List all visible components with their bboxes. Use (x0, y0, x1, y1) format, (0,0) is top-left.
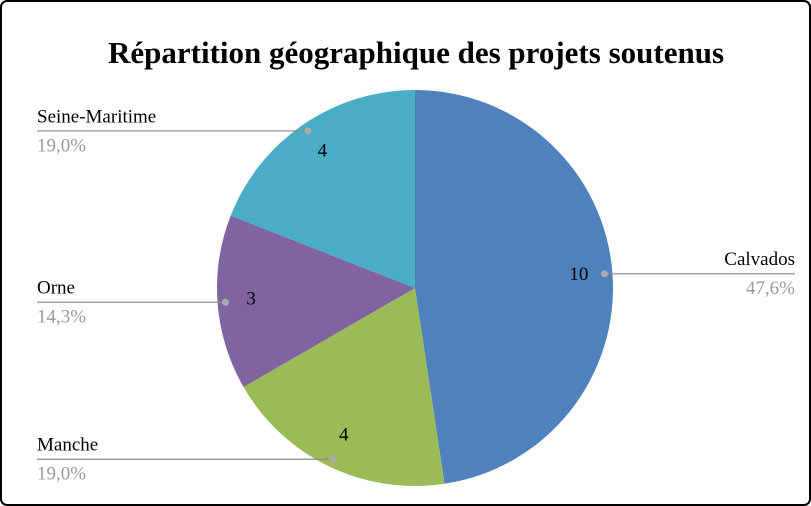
pie-slice (217, 215, 415, 387)
category-label: Orne (37, 278, 75, 299)
value-label: 4 (339, 424, 349, 445)
value-label: 3 (246, 289, 256, 310)
pie-slice (230, 90, 415, 288)
leader-dot (329, 455, 337, 463)
chart-title: Répartition géographique des projets sou… (108, 35, 724, 70)
value-label: 10 (569, 264, 588, 285)
value-label: 4 (318, 141, 328, 162)
pie-slice (415, 90, 613, 484)
percent-label: 14,3% (37, 307, 86, 328)
percent-label: 47,6% (746, 278, 795, 299)
leader-dot (601, 270, 609, 278)
percent-label: 19,0% (37, 464, 86, 485)
leader-dot (304, 127, 312, 135)
percent-label: 19,0% (37, 135, 86, 156)
category-label: Calvados (724, 249, 795, 270)
pie-slice (243, 288, 445, 486)
leader-dot (221, 298, 229, 306)
category-label: Seine-Maritime (37, 106, 156, 127)
category-label: Manche (37, 435, 98, 456)
